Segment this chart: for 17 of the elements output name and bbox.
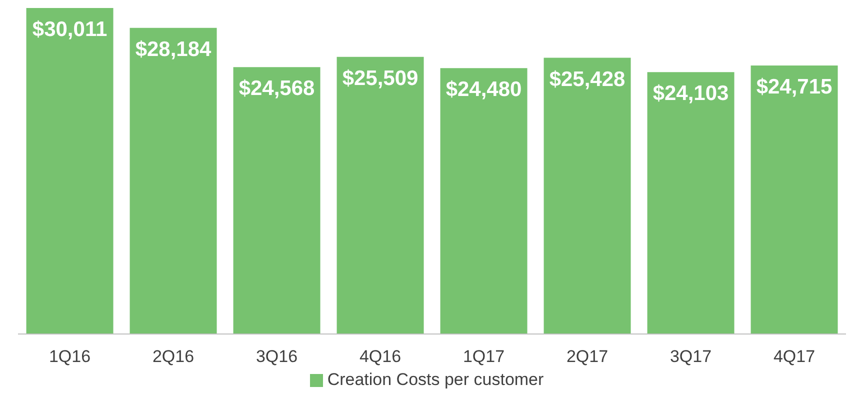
data-label: $24,568 — [238, 77, 316, 100]
data-label: $24,715 — [756, 76, 833, 99]
data-label: $30,011 — [32, 18, 108, 41]
data-label: $25,428 — [549, 68, 626, 91]
x-tick-label: 4Q16 — [359, 347, 402, 366]
data-label: $24,480 — [446, 78, 522, 102]
data-label: $25,509 — [342, 66, 418, 90]
data-label: $24,103 — [652, 82, 729, 106]
x-tick-label: 3Q17 — [670, 347, 712, 366]
x-tick-label: 1Q17 — [462, 347, 505, 366]
x-tick-label: 1Q16 — [48, 347, 91, 366]
legend-label: Creation Costs per customer — [327, 370, 544, 389]
data-label: $28,184 — [135, 38, 212, 61]
x-tick-label: 4Q17 — [773, 347, 816, 366]
x-tick-label: 3Q16 — [256, 347, 298, 366]
x-tick-label: 2Q16 — [152, 347, 194, 366]
x-tick-label: 2Q17 — [566, 347, 608, 366]
